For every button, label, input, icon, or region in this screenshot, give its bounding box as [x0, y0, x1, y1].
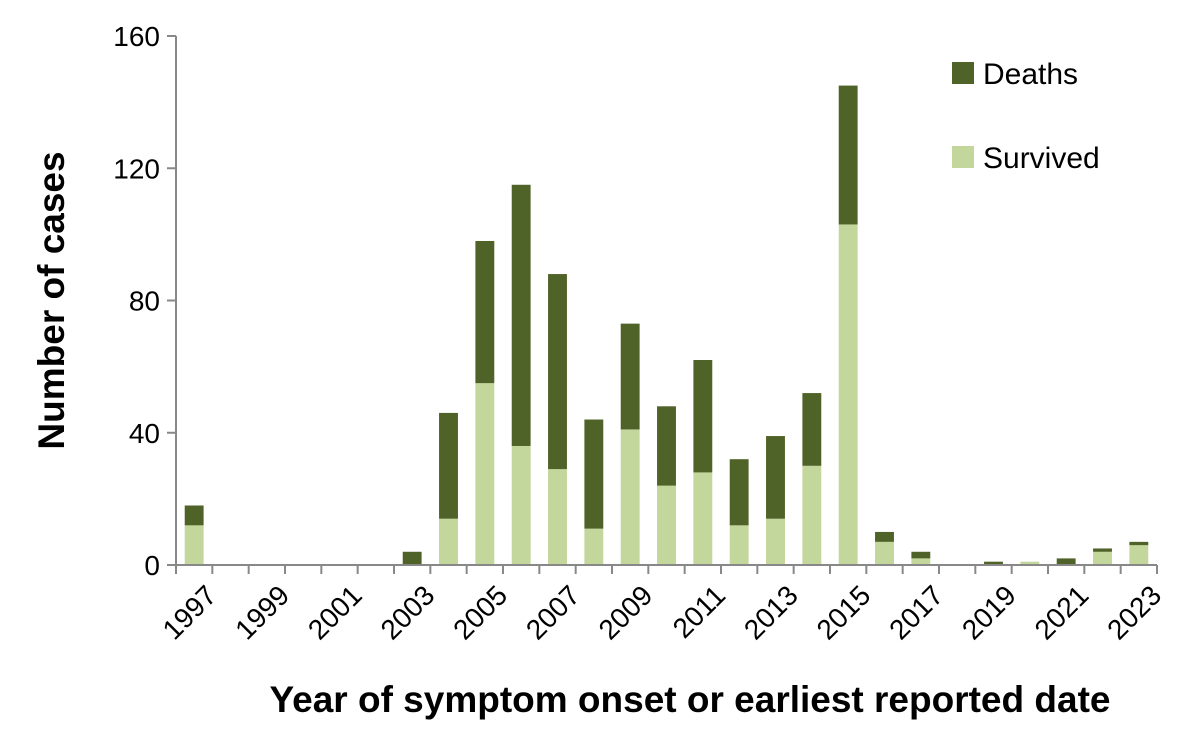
bar-deaths-2004	[439, 412, 458, 519]
bar-survived-2011	[693, 472, 713, 565]
y-tick-label-120: 120	[113, 153, 160, 184]
x-tick-label-2005: 2005	[447, 579, 513, 645]
bar-survived-2017	[911, 558, 931, 565]
bar-deaths-2017	[911, 551, 931, 559]
y-tick-label-80: 80	[129, 286, 160, 317]
y-tick-label-160: 160	[113, 21, 160, 52]
bar-deaths-2010	[657, 406, 676, 486]
bar-survived-2008	[584, 528, 604, 565]
bar-deaths-2011	[693, 360, 713, 473]
bar-survived-2007	[548, 469, 567, 565]
bar-survived-2015	[838, 224, 858, 565]
bar-survived-2009	[620, 429, 640, 565]
bar-survived-2005	[475, 383, 495, 565]
bar-deaths-2021	[1056, 558, 1076, 565]
y-tick-label-40: 40	[129, 418, 160, 449]
legend-swatch-survived	[952, 146, 974, 168]
bar-survived-2013	[766, 518, 785, 565]
bar-survived-2016	[875, 541, 894, 565]
x-tick-label-2007: 2007	[520, 579, 586, 645]
bar-deaths-2007	[548, 274, 567, 470]
x-tick-label-2009: 2009	[593, 579, 659, 645]
x-tick-label-2001: 2001	[302, 579, 368, 645]
bar-survived-2014	[802, 465, 822, 565]
bar-deaths-2023	[1129, 541, 1149, 546]
x-axis-ticks: 1997 1999 2001 2003 2005 2007 2009 2011 2013 2015…	[157, 565, 1167, 645]
x-tick-label-2023: 2023	[1101, 579, 1167, 645]
bar-survived-1997	[184, 525, 204, 565]
bar-deaths-2019	[984, 561, 1003, 565]
x-tick-label-2017: 2017	[883, 579, 949, 645]
x-tick-label-2013: 2013	[738, 579, 804, 645]
x-tick-label-2021: 2021	[1029, 579, 1095, 645]
bar-survived-2012	[729, 525, 749, 565]
bar-deaths-1997	[184, 505, 204, 526]
bar-deaths-2003	[402, 551, 422, 565]
bar-deaths-2022	[1093, 548, 1112, 552]
x-tick-label-2011: 2011	[667, 579, 732, 644]
bar-survived-2004	[439, 518, 458, 565]
bar-deaths-2016	[875, 531, 894, 542]
x-axis-title: Year of symptom onset or earliest report…	[270, 679, 1111, 720]
x-tick-label-2015: 2015	[811, 579, 877, 645]
legend-label-survived: Survived	[983, 142, 1100, 175]
bar-survived-2020	[1020, 561, 1040, 565]
legend-label-deaths: Deaths	[983, 58, 1078, 91]
bar-deaths-2014	[802, 393, 822, 466]
bar-deaths-2012	[729, 459, 749, 526]
bar-deaths-2009	[620, 323, 640, 430]
x-tick-label-1997: 1997	[157, 579, 223, 645]
bar-deaths-2015	[838, 85, 858, 225]
bar-survived-2006	[511, 445, 531, 565]
bars-layer	[184, 85, 1149, 565]
bar-deaths-2013	[766, 436, 785, 519]
bar-deaths-2006	[511, 184, 531, 446]
x-tick-label-2003: 2003	[375, 579, 441, 645]
bar-deaths-2005	[475, 240, 495, 384]
y-axis-ticks: 0 40 80 120 160	[113, 21, 176, 581]
x-tick-label-2019: 2019	[956, 579, 1022, 645]
bar-survived-2010	[657, 485, 676, 565]
legend-swatch-deaths	[952, 62, 974, 84]
x-tick-label-1999: 1999	[229, 579, 295, 645]
y-axis-title: Number of cases	[31, 151, 72, 449]
legend: Deaths Survived	[952, 58, 1100, 175]
bar-survived-2022	[1093, 551, 1112, 565]
bar-survived-2023	[1129, 545, 1149, 565]
bar-deaths-2008	[584, 419, 604, 529]
y-tick-label-0: 0	[144, 550, 160, 581]
